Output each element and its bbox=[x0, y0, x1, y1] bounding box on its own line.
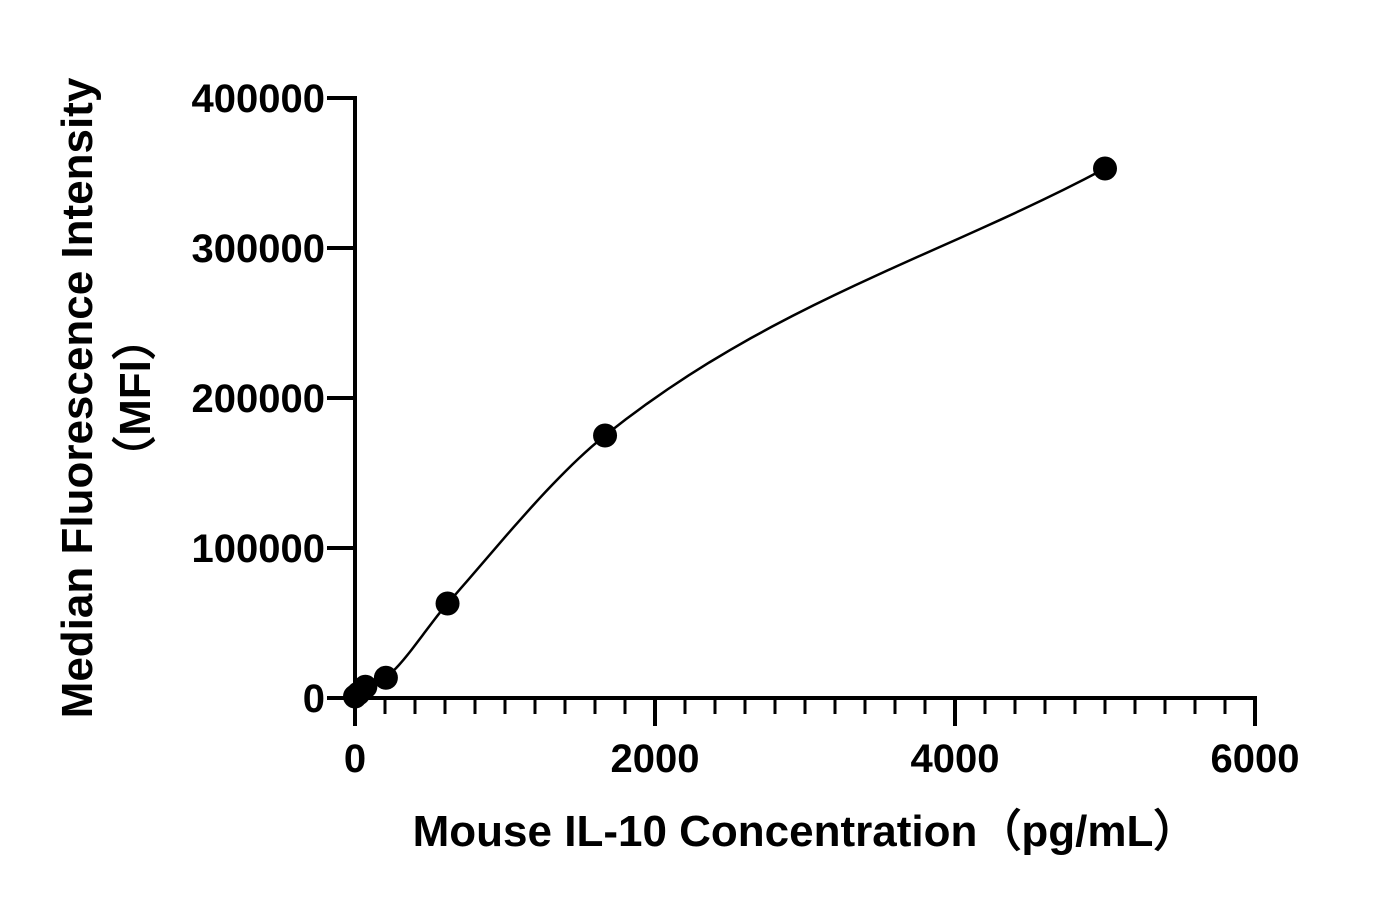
axes: 0 100000 200000 300000 400000 0 2000 4000 6000 bbox=[192, 77, 1300, 781]
data-point bbox=[435, 591, 460, 616]
data-point bbox=[1093, 156, 1117, 181]
x-tick-label: 6000 bbox=[1211, 737, 1300, 781]
y-tick-label: 200000 bbox=[192, 377, 325, 421]
y-tick-label: 300000 bbox=[192, 227, 325, 271]
x-tick-label: 4000 bbox=[911, 737, 1000, 781]
y-tick-label: 0 bbox=[303, 677, 325, 721]
data-points-layer bbox=[343, 156, 1117, 709]
y-axis-title-unit: （MFI） bbox=[111, 316, 160, 480]
data-point bbox=[373, 665, 398, 690]
data-point bbox=[593, 423, 618, 448]
x-axis-title: Mouse IL-10 Concentration（pg/mL） bbox=[413, 807, 1198, 856]
y-tick-label: 100000 bbox=[192, 527, 325, 571]
x-tick-label: 0 bbox=[344, 737, 366, 781]
y-axis-title: Median Fluorescence Intensity bbox=[53, 77, 102, 718]
y-tick-label: 400000 bbox=[192, 77, 325, 121]
x-tick-label: 2000 bbox=[611, 737, 700, 781]
fit-curve bbox=[354, 167, 1106, 698]
data-point bbox=[353, 674, 378, 699]
fit-curve-layer bbox=[354, 167, 1106, 698]
